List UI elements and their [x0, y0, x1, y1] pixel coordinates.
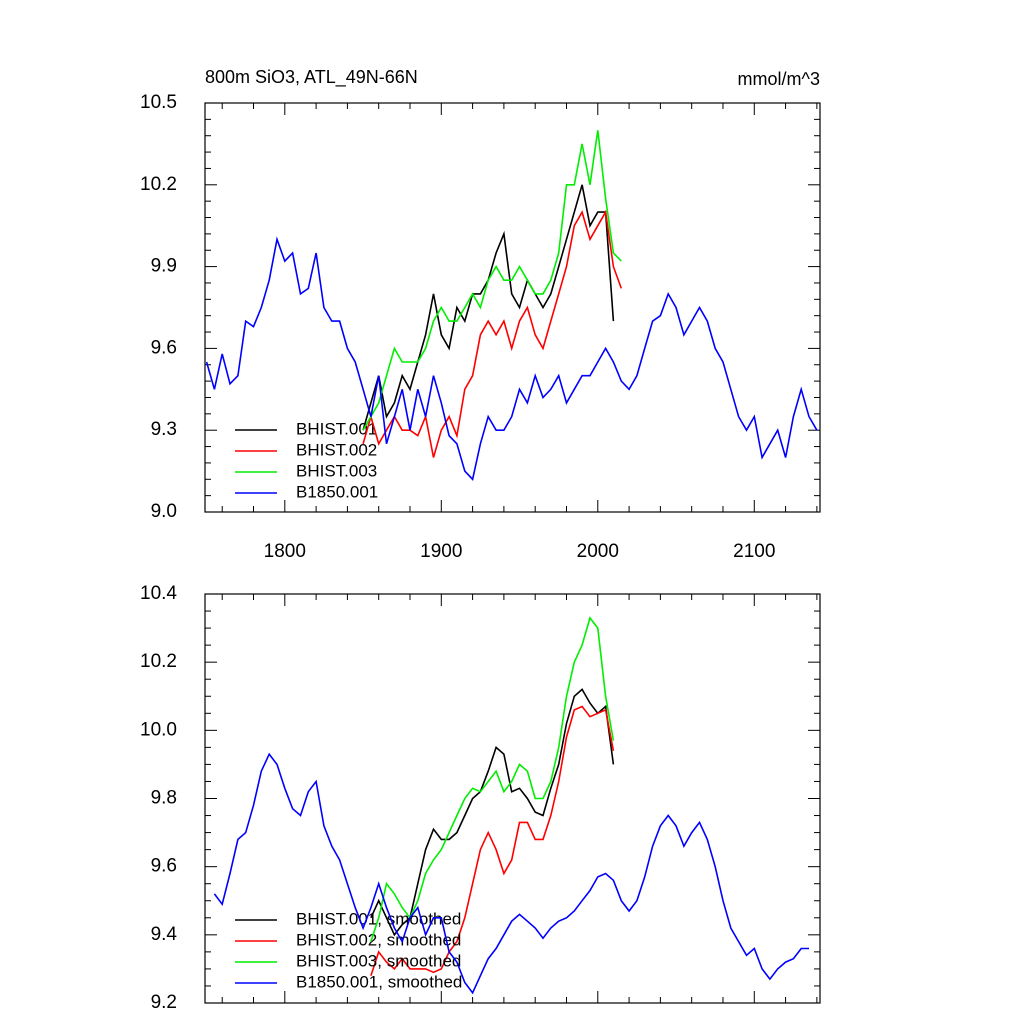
y-tick-label: 9.3 — [151, 419, 177, 440]
y-tick-label: 9.6 — [151, 337, 177, 358]
series-line — [362, 130, 622, 431]
y-tick-label: 10.2 — [140, 651, 177, 672]
series-line — [370, 688, 615, 937]
y-tick-label: 10.2 — [140, 174, 177, 195]
y-tick-label: 10.4 — [140, 583, 177, 604]
legend-label: BHIST.001 — [296, 419, 377, 438]
y-tick-label: 9.0 — [151, 501, 177, 522]
legend-label: B1850.001, smoothed — [296, 972, 462, 991]
x-tick-label: 2000 — [577, 541, 619, 562]
legend-label: BHIST.003, smoothed — [296, 951, 461, 970]
series-line — [213, 752, 809, 995]
series-line — [205, 236, 818, 481]
x-tick-label: 1900 — [420, 541, 462, 562]
y-tick-label: 10.0 — [140, 719, 177, 740]
x-tick-label: 2100 — [733, 541, 775, 562]
legend-label: B1850.001 — [296, 482, 378, 501]
y-tick-label: 9.9 — [151, 256, 177, 277]
legend-label: BHIST.003 — [296, 461, 377, 480]
legend-label: BHIST.002, smoothed — [296, 930, 461, 949]
chart-title: 800m SiO3, ATL_49N-66N — [205, 67, 418, 88]
y-tick-label: 9.8 — [151, 788, 177, 809]
plot-frame — [204, 102, 821, 513]
x-tick-label: 1800 — [264, 541, 306, 562]
series-line — [370, 616, 615, 942]
y-tick-label: 9.6 — [151, 856, 177, 877]
legend-label: BHIST.002 — [296, 440, 377, 459]
y-tick-label: 10.5 — [140, 92, 177, 113]
units-label: mmol/m^3 — [738, 69, 820, 89]
series-line — [370, 705, 615, 976]
y-tick-label: 9.2 — [151, 992, 177, 1013]
series-line — [362, 209, 623, 458]
y-tick-label: 9.4 — [151, 924, 178, 945]
